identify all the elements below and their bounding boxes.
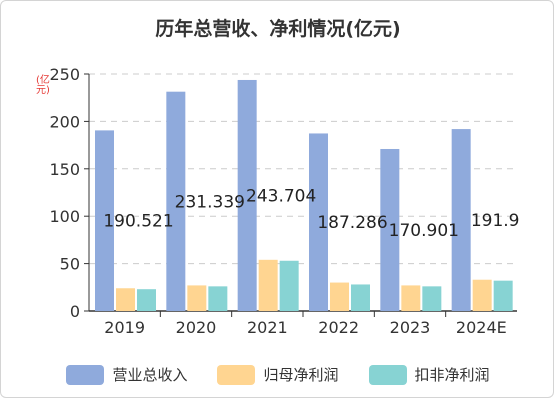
bar-revenue [380,148,400,311]
y-tick-label: 250 [49,65,80,84]
legend-label-revenue: 营业总收入 [112,366,188,384]
legend-label-net-profit: 归母净利润 [263,366,339,384]
x-tick-label: 2019 [104,318,145,337]
bar-net-profit [187,285,207,311]
legend-item-net-profit[interactable]: 归母净利润 [217,364,339,385]
data-label: 190.521 [103,212,173,232]
data-label: 170.901 [389,221,459,241]
legend-swatch-deducted-net-profit [368,364,407,385]
bar-deducted-net-profit [208,286,228,311]
bar-net-profit [258,259,278,311]
bar-revenue [309,133,328,311]
y-tick-label: 150 [49,160,80,179]
y-tick-label: 50 [60,255,80,274]
y-tick-label: 100 [49,207,80,226]
legend-label-deducted-net-profit: 扣非净利润 [414,366,490,384]
bar-deducted-net-profit [351,284,370,311]
bar-revenue [166,91,186,311]
bar-deducted-net-profit [422,286,442,311]
legend-item-deducted-net-profit[interactable]: 扣非净利润 [368,364,490,385]
chart-title: 历年总营收、净利情况(亿元) [155,18,401,40]
bar-revenue [95,130,114,311]
legend-item-revenue[interactable]: 营业总收入 [66,364,187,385]
data-label: 191.9 [471,211,520,231]
x-tick-label: 2021 [247,318,288,337]
x-tick-label: 2020 [176,318,217,337]
bar-revenue [451,129,471,311]
legend-swatch-revenue [66,364,105,385]
bar-net-profit [401,285,421,311]
bar-net-profit [330,282,349,311]
bar-deducted-net-profit [493,280,513,311]
data-label: 231.339 [175,192,245,212]
x-tick-label: 2024E [456,318,507,337]
x-tick-label: 2022 [318,318,359,337]
data-label: 243.704 [246,186,316,206]
x-tick-label: 2023 [390,318,431,337]
bar-deducted-net-profit [137,289,156,311]
bar-deducted-net-profit [279,260,299,311]
y-tick-label: 200 [49,112,80,131]
bar-revenue [237,79,257,312]
bar-net-profit [116,288,135,311]
y-axis-unit: (亿元) [36,75,50,96]
legend: 营业总收入 归母净利润 扣非净利润 [0,364,556,385]
legend-swatch-net-profit [217,364,256,385]
y-tick-label: 0 [70,302,80,321]
bar-net-profit [472,279,492,311]
data-label: 187.286 [317,213,387,233]
